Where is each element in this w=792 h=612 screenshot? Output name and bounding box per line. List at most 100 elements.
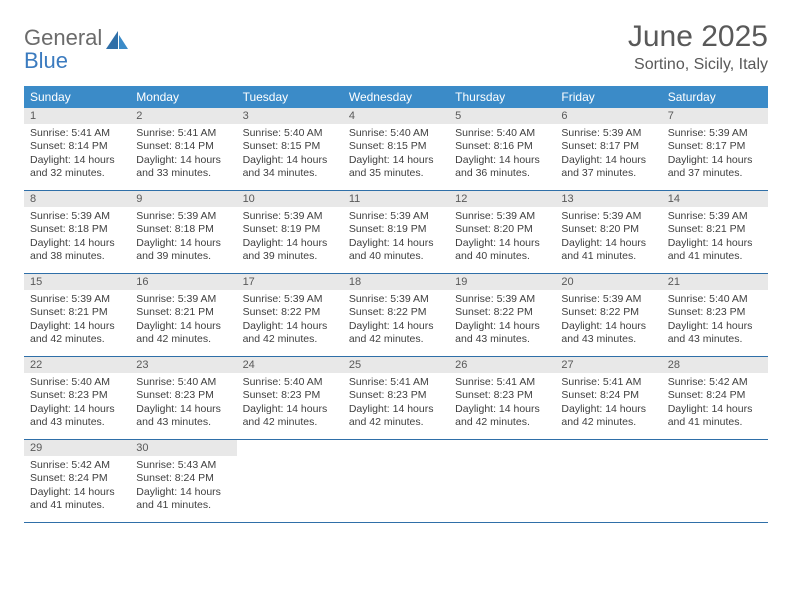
day-line-ss: Sunset: 8:14 PM	[30, 140, 124, 153]
day-line-ss: Sunset: 8:21 PM	[30, 306, 124, 319]
day-line-d1: Daylight: 14 hours	[455, 237, 549, 250]
day-body: Sunrise: 5:40 AMSunset: 8:23 PMDaylight:…	[130, 373, 236, 434]
day-cell	[662, 440, 768, 522]
day-cell: 28Sunrise: 5:42 AMSunset: 8:24 PMDayligh…	[662, 357, 768, 439]
day-line-ss: Sunset: 8:20 PM	[455, 223, 549, 236]
day-cell: 27Sunrise: 5:41 AMSunset: 8:24 PMDayligh…	[555, 357, 661, 439]
day-cell: 4Sunrise: 5:40 AMSunset: 8:15 PMDaylight…	[343, 108, 449, 190]
day-line-d2: and 33 minutes.	[136, 167, 230, 180]
day-body: Sunrise: 5:39 AMSunset: 8:17 PMDaylight:…	[555, 124, 661, 185]
day-line-sr: Sunrise: 5:39 AM	[668, 127, 762, 140]
day-line-d1: Daylight: 14 hours	[561, 237, 655, 250]
day-line-d2: and 42 minutes.	[561, 416, 655, 429]
day-body: Sunrise: 5:39 AMSunset: 8:22 PMDaylight:…	[237, 290, 343, 351]
header: General Blue June 2025 Sortino, Sicily, …	[24, 20, 768, 74]
day-number: 14	[662, 191, 768, 207]
day-line-sr: Sunrise: 5:39 AM	[349, 210, 443, 223]
day-cell: 2Sunrise: 5:41 AMSunset: 8:14 PMDaylight…	[130, 108, 236, 190]
day-line-ss: Sunset: 8:23 PM	[30, 389, 124, 402]
day-body: Sunrise: 5:39 AMSunset: 8:22 PMDaylight:…	[343, 290, 449, 351]
day-number: 19	[449, 274, 555, 290]
day-cell: 9Sunrise: 5:39 AMSunset: 8:18 PMDaylight…	[130, 191, 236, 273]
day-number: 17	[237, 274, 343, 290]
day-number: 9	[130, 191, 236, 207]
day-line-ss: Sunset: 8:22 PM	[243, 306, 337, 319]
day-line-ss: Sunset: 8:22 PM	[455, 306, 549, 319]
day-line-d1: Daylight: 14 hours	[455, 403, 549, 416]
day-body: Sunrise: 5:40 AMSunset: 8:15 PMDaylight:…	[343, 124, 449, 185]
day-line-sr: Sunrise: 5:40 AM	[30, 376, 124, 389]
day-line-sr: Sunrise: 5:39 AM	[30, 293, 124, 306]
day-line-d1: Daylight: 14 hours	[243, 320, 337, 333]
month-title: June 2025	[628, 20, 768, 54]
week-row: 1Sunrise: 5:41 AMSunset: 8:14 PMDaylight…	[24, 108, 768, 191]
day-line-d1: Daylight: 14 hours	[349, 403, 443, 416]
day-cell	[449, 440, 555, 522]
day-line-ss: Sunset: 8:24 PM	[136, 472, 230, 485]
day-line-sr: Sunrise: 5:40 AM	[455, 127, 549, 140]
day-line-d2: and 37 minutes.	[561, 167, 655, 180]
day-line-sr: Sunrise: 5:39 AM	[455, 293, 549, 306]
day-line-ss: Sunset: 8:14 PM	[136, 140, 230, 153]
logo-text-1: General	[24, 25, 102, 50]
day-body: Sunrise: 5:39 AMSunset: 8:17 PMDaylight:…	[662, 124, 768, 185]
day-line-sr: Sunrise: 5:41 AM	[349, 376, 443, 389]
day-line-d2: and 36 minutes.	[455, 167, 549, 180]
day-line-sr: Sunrise: 5:43 AM	[136, 459, 230, 472]
day-line-d2: and 41 minutes.	[136, 499, 230, 512]
day-line-d1: Daylight: 14 hours	[243, 403, 337, 416]
day-line-ss: Sunset: 8:18 PM	[136, 223, 230, 236]
day-line-ss: Sunset: 8:16 PM	[455, 140, 549, 153]
day-line-d2: and 43 minutes.	[561, 333, 655, 346]
day-body: Sunrise: 5:39 AMSunset: 8:21 PMDaylight:…	[130, 290, 236, 351]
day-body: Sunrise: 5:42 AMSunset: 8:24 PMDaylight:…	[24, 456, 130, 517]
day-number: 18	[343, 274, 449, 290]
day-line-ss: Sunset: 8:23 PM	[455, 389, 549, 402]
day-cell: 14Sunrise: 5:39 AMSunset: 8:21 PMDayligh…	[662, 191, 768, 273]
day-line-ss: Sunset: 8:23 PM	[243, 389, 337, 402]
day-line-ss: Sunset: 8:22 PM	[349, 306, 443, 319]
day-line-sr: Sunrise: 5:40 AM	[349, 127, 443, 140]
day-line-sr: Sunrise: 5:41 AM	[561, 376, 655, 389]
day-body: Sunrise: 5:39 AMSunset: 8:18 PMDaylight:…	[130, 207, 236, 268]
day-number: 13	[555, 191, 661, 207]
day-line-d2: and 39 minutes.	[136, 250, 230, 263]
dow-friday: Friday	[555, 86, 661, 108]
day-number: 23	[130, 357, 236, 373]
day-cell: 6Sunrise: 5:39 AMSunset: 8:17 PMDaylight…	[555, 108, 661, 190]
day-line-d1: Daylight: 14 hours	[136, 486, 230, 499]
day-line-d1: Daylight: 14 hours	[561, 403, 655, 416]
day-number: 6	[555, 108, 661, 124]
day-line-sr: Sunrise: 5:39 AM	[561, 293, 655, 306]
day-number: 25	[343, 357, 449, 373]
day-line-d1: Daylight: 14 hours	[30, 237, 124, 250]
day-number: 5	[449, 108, 555, 124]
day-cell: 13Sunrise: 5:39 AMSunset: 8:20 PMDayligh…	[555, 191, 661, 273]
day-line-ss: Sunset: 8:15 PM	[349, 140, 443, 153]
day-line-d1: Daylight: 14 hours	[668, 154, 762, 167]
day-line-ss: Sunset: 8:23 PM	[136, 389, 230, 402]
day-line-sr: Sunrise: 5:40 AM	[668, 293, 762, 306]
day-line-d1: Daylight: 14 hours	[30, 486, 124, 499]
dow-tuesday: Tuesday	[237, 86, 343, 108]
day-cell: 25Sunrise: 5:41 AMSunset: 8:23 PMDayligh…	[343, 357, 449, 439]
day-cell	[343, 440, 449, 522]
day-cell: 12Sunrise: 5:39 AMSunset: 8:20 PMDayligh…	[449, 191, 555, 273]
day-line-d2: and 41 minutes.	[668, 416, 762, 429]
day-line-d2: and 43 minutes.	[136, 416, 230, 429]
day-line-sr: Sunrise: 5:39 AM	[136, 210, 230, 223]
day-number: 24	[237, 357, 343, 373]
day-number: 20	[555, 274, 661, 290]
day-body: Sunrise: 5:39 AMSunset: 8:21 PMDaylight:…	[24, 290, 130, 351]
title-block: June 2025 Sortino, Sicily, Italy	[628, 20, 768, 74]
day-cell: 26Sunrise: 5:41 AMSunset: 8:23 PMDayligh…	[449, 357, 555, 439]
day-line-ss: Sunset: 8:24 PM	[668, 389, 762, 402]
day-cell: 20Sunrise: 5:39 AMSunset: 8:22 PMDayligh…	[555, 274, 661, 356]
day-cell: 10Sunrise: 5:39 AMSunset: 8:19 PMDayligh…	[237, 191, 343, 273]
day-body: Sunrise: 5:39 AMSunset: 8:21 PMDaylight:…	[662, 207, 768, 268]
day-line-ss: Sunset: 8:17 PM	[668, 140, 762, 153]
day-cell: 29Sunrise: 5:42 AMSunset: 8:24 PMDayligh…	[24, 440, 130, 522]
day-line-ss: Sunset: 8:22 PM	[561, 306, 655, 319]
day-line-ss: Sunset: 8:21 PM	[136, 306, 230, 319]
logo-text-2: Blue	[24, 48, 68, 73]
